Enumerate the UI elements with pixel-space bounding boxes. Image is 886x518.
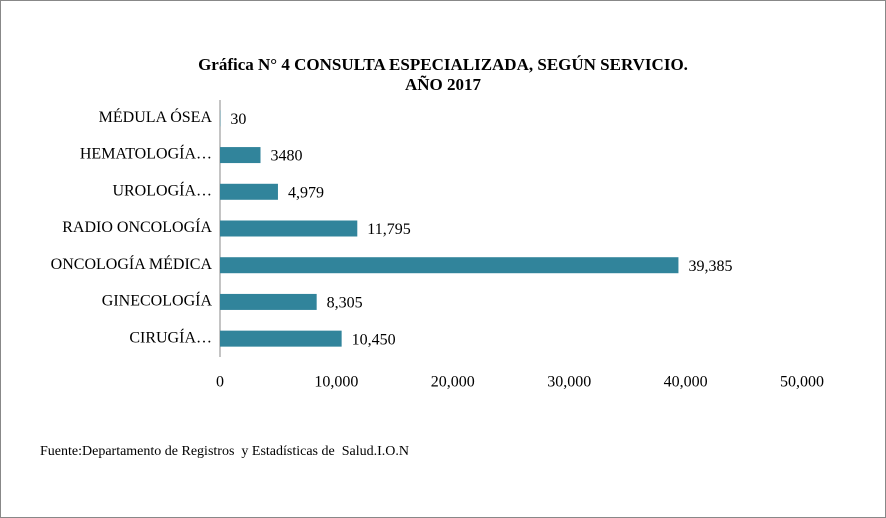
y-tick-label: UROLOGÍA… — [112, 180, 212, 199]
x-tick-label: 50,000 — [780, 374, 824, 391]
bar — [220, 257, 679, 274]
y-tick-label: HEMATOLOGÍA… — [80, 144, 212, 163]
x-tick-label: 20,000 — [431, 374, 475, 391]
bar — [220, 183, 278, 200]
y-tick-label: RADIO ONCOLOGÍA — [62, 217, 212, 236]
value-label: 8,305 — [327, 295, 363, 312]
x-tick-label: 0 — [216, 374, 224, 391]
value-label: 39,385 — [688, 258, 732, 275]
value-label: 11,795 — [367, 221, 410, 238]
bar — [220, 330, 342, 347]
y-tick-label: ONCOLOGÍA MÉDICA — [51, 254, 213, 273]
value-label: 10,450 — [352, 331, 396, 348]
source-note: Fuente:Departamento de Registros y Estad… — [40, 444, 409, 459]
value-label: 3480 — [271, 148, 303, 165]
chart-title: AÑO 2017 — [405, 75, 482, 94]
bar — [220, 147, 261, 164]
y-tick-label: MÉDULA ÓSEA — [99, 107, 213, 126]
x-tick-label: 40,000 — [664, 374, 708, 391]
value-label: 4,979 — [288, 184, 324, 201]
y-tick-label: GINECOLOGÍA — [102, 291, 213, 310]
y-tick-label: CIRUGÍA… — [129, 327, 212, 346]
bar — [220, 220, 358, 237]
bar — [220, 293, 317, 310]
value-label: 30 — [230, 111, 246, 128]
chart-title: Gráfica N° 4 CONSULTA ESPECIALIZADA, SEG… — [198, 55, 688, 74]
x-tick-label: 10,000 — [314, 374, 358, 391]
x-tick-label: 30,000 — [547, 374, 591, 391]
